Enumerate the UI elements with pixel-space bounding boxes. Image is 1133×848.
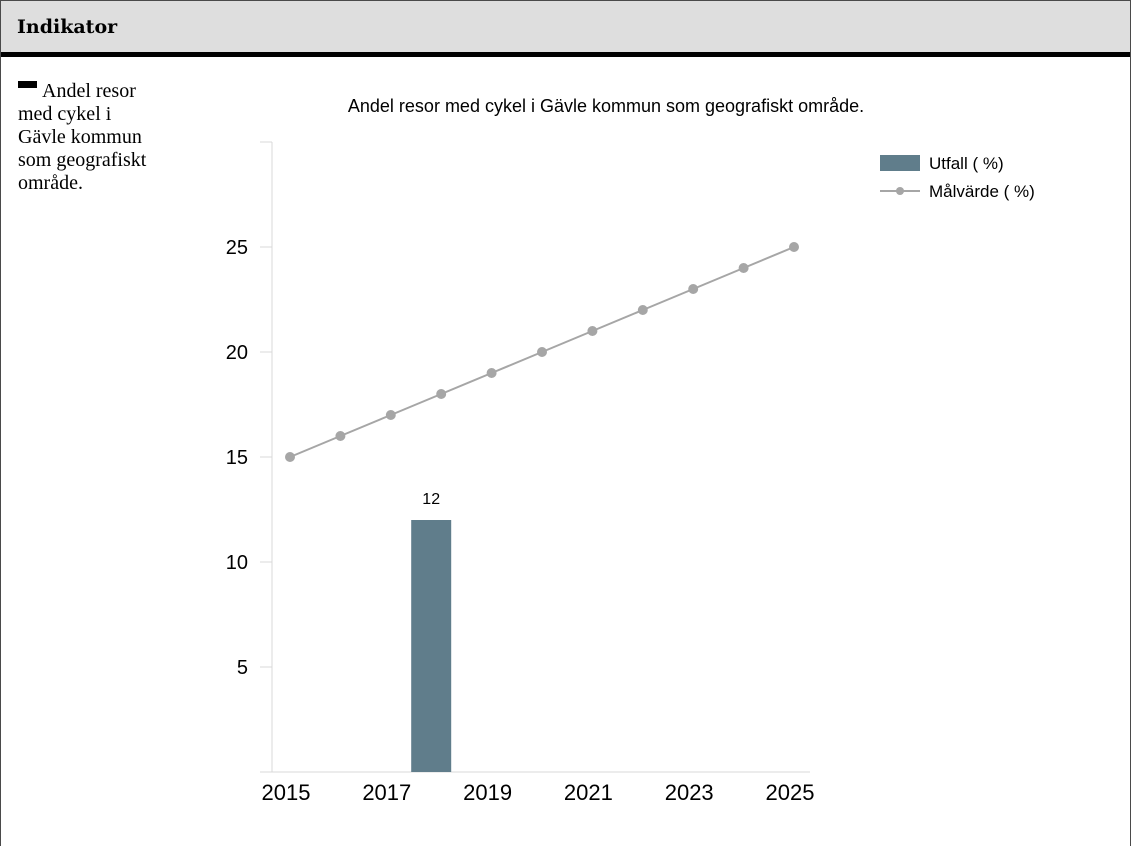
y-tick-label: 15 <box>226 447 248 469</box>
x-tick-label: 2015 <box>262 780 311 805</box>
x-tick-label: 2019 <box>463 780 512 805</box>
target-point <box>537 347 547 357</box>
target-point <box>486 368 497 378</box>
x-tick-label: 2021 <box>564 780 613 805</box>
chart-legend: Utfall ( %) Målvärde ( %) <box>880 154 1035 201</box>
target-point <box>335 431 346 441</box>
target-point <box>688 284 699 294</box>
target-point <box>385 410 396 420</box>
y-tick-label: 10 <box>226 552 248 574</box>
x-tick-label: 2025 <box>766 780 815 805</box>
legend-swatch-bar <box>880 155 920 171</box>
target-point <box>285 452 295 462</box>
bar <box>411 520 452 772</box>
legend-label: Målvärde ( %) <box>929 182 1035 201</box>
series-dash-icon <box>18 81 37 88</box>
y-tick-label: 25 <box>226 237 248 259</box>
chart-title: Andel resor med cykel i Gävle kommun som… <box>348 96 864 116</box>
header-title: Indikator <box>17 15 118 38</box>
legend-swatch-marker <box>896 187 904 195</box>
x-tick-label: 2023 <box>665 780 714 805</box>
line-series <box>285 242 799 462</box>
bar-series: 12 <box>411 491 452 772</box>
target-point <box>587 326 598 336</box>
target-point <box>436 389 447 399</box>
y-tick-label: 5 <box>237 657 248 679</box>
bar-data-label: 12 <box>422 491 440 508</box>
indicator-description: Andel resor med cykel i Gävle kommun som… <box>18 80 150 195</box>
y-tick-label: 20 <box>226 342 248 364</box>
target-point <box>789 242 799 252</box>
x-tick-label: 2017 <box>362 780 411 805</box>
target-point <box>637 305 648 315</box>
panel-header: Indikator <box>1 1 1130 57</box>
target-point <box>738 263 749 273</box>
legend-label: Utfall ( %) <box>929 154 1004 173</box>
indicator-label: Andel resor med cykel i Gävle kommun som… <box>18 80 147 194</box>
